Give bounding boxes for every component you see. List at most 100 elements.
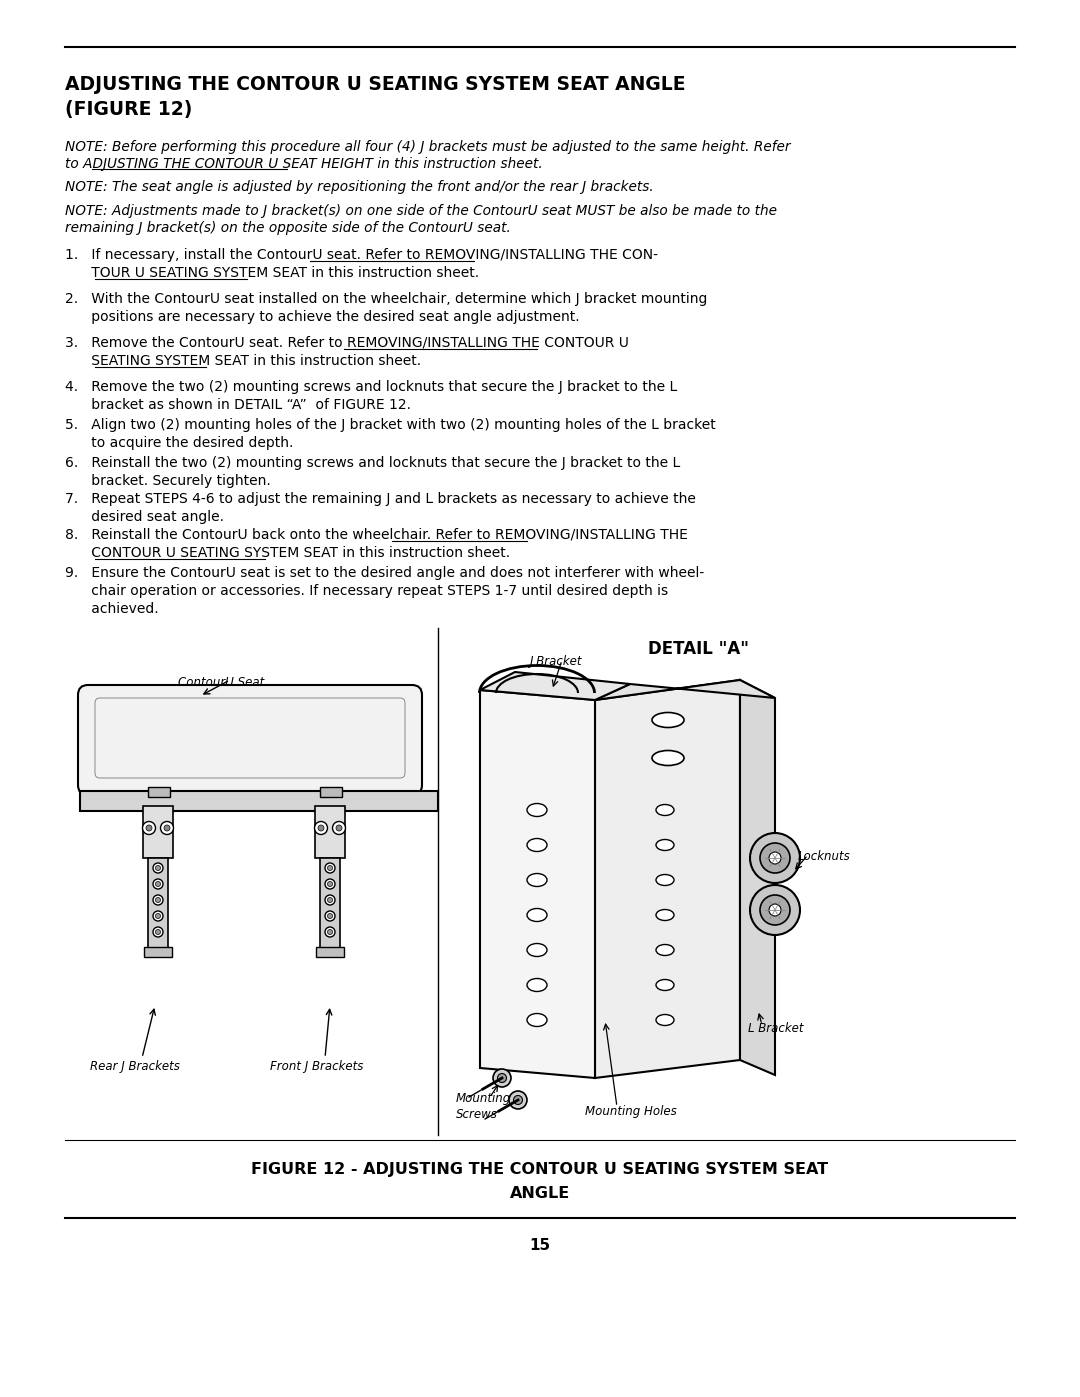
Circle shape xyxy=(327,882,333,887)
Text: NOTE: Before performing this procedure all four (4) J brackets must be adjusted : NOTE: Before performing this procedure a… xyxy=(65,140,791,154)
Circle shape xyxy=(153,911,163,921)
Text: 6.   Reinstall the two (2) mounting screws and locknuts that secure the J bracke: 6. Reinstall the two (2) mounting screws… xyxy=(65,455,680,469)
Circle shape xyxy=(760,842,789,873)
Text: 15: 15 xyxy=(529,1238,551,1253)
Ellipse shape xyxy=(656,875,674,886)
Circle shape xyxy=(156,929,161,935)
Circle shape xyxy=(314,821,327,834)
Text: 2.   With the ContourU seat installed on the wheelchair, determine which J brack: 2. With the ContourU seat installed on t… xyxy=(65,292,707,306)
Text: CONTOUR U SEATING SYSTEM SEAT in this instruction sheet.: CONTOUR U SEATING SYSTEM SEAT in this in… xyxy=(65,546,510,560)
Text: Mounting: Mounting xyxy=(456,1092,511,1105)
Bar xyxy=(148,858,168,949)
Text: ANGLE: ANGLE xyxy=(510,1186,570,1201)
Text: 8.   Reinstall the ContourU back onto the wheelchair. Refer to REMOVING/INSTALLI: 8. Reinstall the ContourU back onto the … xyxy=(65,528,688,542)
Ellipse shape xyxy=(656,1014,674,1025)
Polygon shape xyxy=(480,690,595,1078)
Ellipse shape xyxy=(656,840,674,851)
Circle shape xyxy=(750,833,800,883)
Text: positions are necessary to achieve the desired seat angle adjustment.: positions are necessary to achieve the d… xyxy=(65,310,580,324)
Text: 3.   Remove the ContourU seat. Refer to REMOVING/INSTALLING THE CONTOUR U: 3. Remove the ContourU seat. Refer to RE… xyxy=(65,337,629,351)
Circle shape xyxy=(156,866,161,870)
Circle shape xyxy=(760,895,789,925)
Ellipse shape xyxy=(527,943,546,957)
Text: to acquire the desired depth.: to acquire the desired depth. xyxy=(65,436,294,450)
Circle shape xyxy=(161,821,174,834)
Circle shape xyxy=(492,1069,511,1087)
Text: (FIGURE 12): (FIGURE 12) xyxy=(65,101,192,119)
Circle shape xyxy=(336,826,342,831)
Text: 7.   Repeat STEPS 4-6 to adjust the remaining J and L brackets as necessary to a: 7. Repeat STEPS 4-6 to adjust the remain… xyxy=(65,492,696,506)
Circle shape xyxy=(325,879,335,888)
Ellipse shape xyxy=(656,979,674,990)
Circle shape xyxy=(327,929,333,935)
Circle shape xyxy=(325,928,335,937)
Circle shape xyxy=(318,826,324,831)
Polygon shape xyxy=(740,680,775,1076)
Bar xyxy=(320,787,342,798)
Circle shape xyxy=(146,826,152,831)
FancyBboxPatch shape xyxy=(78,685,422,795)
Text: 9.   Ensure the ContourU seat is set to the desired angle and does not interfere: 9. Ensure the ContourU seat is set to th… xyxy=(65,566,704,580)
Circle shape xyxy=(327,866,333,870)
Ellipse shape xyxy=(652,750,684,766)
Text: bracket. Securely tighten.: bracket. Securely tighten. xyxy=(65,474,271,488)
Bar xyxy=(144,947,172,957)
Text: achieved.: achieved. xyxy=(65,602,159,616)
Circle shape xyxy=(513,1095,523,1105)
Circle shape xyxy=(153,895,163,905)
Bar xyxy=(143,806,173,858)
Bar xyxy=(315,806,345,858)
Text: Locknuts: Locknuts xyxy=(798,849,851,863)
Ellipse shape xyxy=(656,944,674,956)
Text: 1.   If necessary, install the ContourU seat. Refer to REMOVING/INSTALLING THE C: 1. If necessary, install the ContourU se… xyxy=(65,249,658,263)
Ellipse shape xyxy=(652,712,684,728)
Polygon shape xyxy=(595,680,740,1078)
Circle shape xyxy=(750,886,800,935)
Text: remaining J bracket(s) on the opposite side of the ContourU seat.: remaining J bracket(s) on the opposite s… xyxy=(65,221,511,235)
Circle shape xyxy=(498,1073,507,1083)
Text: 4.   Remove the two (2) mounting screws and locknuts that secure the J bracket t: 4. Remove the two (2) mounting screws an… xyxy=(65,380,677,394)
Ellipse shape xyxy=(527,978,546,992)
Text: J Bracket: J Bracket xyxy=(530,655,582,668)
Ellipse shape xyxy=(527,838,546,852)
Circle shape xyxy=(769,904,781,916)
Circle shape xyxy=(156,914,161,918)
Text: 5.   Align two (2) mounting holes of the J bracket with two (2) mounting holes o: 5. Align two (2) mounting holes of the J… xyxy=(65,418,716,432)
Text: SEATING SYSTEM SEAT in this instruction sheet.: SEATING SYSTEM SEAT in this instruction … xyxy=(65,353,421,367)
Text: ContourU Seat: ContourU Seat xyxy=(178,676,265,689)
Polygon shape xyxy=(480,672,630,700)
Circle shape xyxy=(327,914,333,918)
Ellipse shape xyxy=(527,803,546,816)
Circle shape xyxy=(333,821,346,834)
Text: Rear J Brackets: Rear J Brackets xyxy=(90,1060,180,1073)
Bar xyxy=(320,858,340,949)
Text: desired seat angle.: desired seat angle. xyxy=(65,510,224,524)
Text: Mounting Holes: Mounting Holes xyxy=(585,1105,677,1118)
Ellipse shape xyxy=(656,805,674,816)
Circle shape xyxy=(327,897,333,902)
Circle shape xyxy=(509,1091,527,1109)
Bar xyxy=(80,791,438,812)
Text: TOUR U SEATING SYSTEM SEAT in this instruction sheet.: TOUR U SEATING SYSTEM SEAT in this instr… xyxy=(65,265,480,279)
Circle shape xyxy=(153,863,163,873)
Ellipse shape xyxy=(527,873,546,887)
Text: NOTE: The seat angle is adjusted by repositioning the front and/or the rear J br: NOTE: The seat angle is adjusted by repo… xyxy=(65,180,653,194)
Text: NOTE: Adjustments made to J bracket(s) on one side of the ContourU seat MUST be : NOTE: Adjustments made to J bracket(s) o… xyxy=(65,204,777,218)
Circle shape xyxy=(153,879,163,888)
Polygon shape xyxy=(595,680,775,700)
Circle shape xyxy=(325,863,335,873)
Bar xyxy=(316,947,345,957)
Bar xyxy=(148,787,170,798)
Text: L Bracket: L Bracket xyxy=(748,1023,804,1035)
Circle shape xyxy=(156,897,161,902)
Ellipse shape xyxy=(527,1013,546,1027)
Circle shape xyxy=(153,928,163,937)
Text: to ADJUSTING THE CONTOUR U SEAT HEIGHT in this instruction sheet.: to ADJUSTING THE CONTOUR U SEAT HEIGHT i… xyxy=(65,156,543,170)
Circle shape xyxy=(769,852,781,863)
Text: DETAIL "A": DETAIL "A" xyxy=(648,640,750,658)
Circle shape xyxy=(143,821,156,834)
Ellipse shape xyxy=(656,909,674,921)
Text: chair operation or accessories. If necessary repeat STEPS 1-7 until desired dept: chair operation or accessories. If neces… xyxy=(65,584,669,598)
Text: FIGURE 12 - ADJUSTING THE CONTOUR U SEATING SYSTEM SEAT: FIGURE 12 - ADJUSTING THE CONTOUR U SEAT… xyxy=(252,1162,828,1178)
Circle shape xyxy=(325,911,335,921)
